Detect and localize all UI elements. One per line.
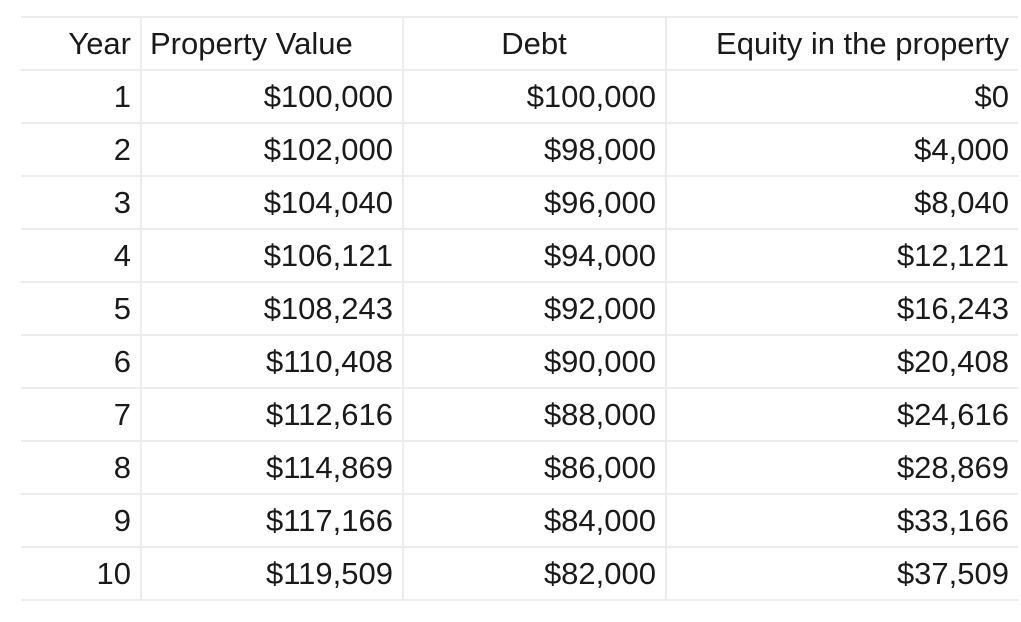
cell-equity: $12,121	[665, 229, 1018, 283]
cell-year: 5	[21, 282, 141, 336]
cell-year: 4	[21, 229, 141, 283]
cell-year: 10	[21, 547, 141, 601]
cell-year: 2	[21, 123, 141, 177]
cell-equity: $20,408	[665, 335, 1018, 389]
equity-table: Year Property Value Debt Equity in the p…	[21, 16, 1018, 601]
cell-year: 9	[21, 494, 141, 548]
header-equity: Equity in the property	[665, 16, 1018, 71]
cell-debt: $88,000	[402, 388, 666, 442]
table-body: 1 $100,000 $100,000 $0 2 $102,000 $98,000 $4,00…	[21, 70, 1018, 601]
header-property-value: Property Value	[140, 16, 403, 71]
cell-property-value: $117,166	[140, 494, 403, 548]
cell-debt: $82,000	[402, 547, 666, 601]
cell-equity: $28,869	[665, 441, 1018, 495]
cell-debt: $90,000	[402, 335, 666, 389]
table-row: 6 $110,408 $90,000 $20,408	[21, 335, 1018, 389]
cell-equity: $8,040	[665, 176, 1018, 230]
header-year: Year	[21, 16, 141, 71]
cell-property-value: $110,408	[140, 335, 403, 389]
table-row: 4 $106,121 $94,000 $12,121	[21, 229, 1018, 283]
table-row: 9 $117,166 $84,000 $33,166	[21, 494, 1018, 548]
table-row: 1 $100,000 $100,000 $0	[21, 70, 1018, 124]
cell-equity: $37,509	[665, 547, 1018, 601]
cell-debt: $92,000	[402, 282, 666, 336]
cell-equity: $0	[665, 70, 1018, 124]
cell-property-value: $112,616	[140, 388, 403, 442]
cell-year: 8	[21, 441, 141, 495]
cell-year: 6	[21, 335, 141, 389]
cell-property-value: $114,869	[140, 441, 403, 495]
cell-equity: $24,616	[665, 388, 1018, 442]
table-row: 7 $112,616 $88,000 $24,616	[21, 388, 1018, 442]
cell-debt: $84,000	[402, 494, 666, 548]
cell-property-value: $108,243	[140, 282, 403, 336]
cell-property-value: $119,509	[140, 547, 403, 601]
header-row: Year Property Value Debt Equity in the p…	[21, 16, 1018, 71]
cell-equity: $33,166	[665, 494, 1018, 548]
cell-debt: $94,000	[402, 229, 666, 283]
cell-property-value: $104,040	[140, 176, 403, 230]
cell-debt: $96,000	[402, 176, 666, 230]
cell-debt: $98,000	[402, 123, 666, 177]
header-debt: Debt	[402, 16, 666, 71]
table-row: 10 $119,509 $82,000 $37,509	[21, 547, 1018, 601]
cell-year: 1	[21, 70, 141, 124]
cell-year: 7	[21, 388, 141, 442]
cell-property-value: $106,121	[140, 229, 403, 283]
table-row: 8 $114,869 $86,000 $28,869	[21, 441, 1018, 495]
equity-table-container: Year Property Value Debt Equity in the p…	[21, 16, 1018, 601]
cell-equity: $4,000	[665, 123, 1018, 177]
cell-property-value: $102,000	[140, 123, 403, 177]
table-row: 3 $104,040 $96,000 $8,040	[21, 176, 1018, 230]
cell-equity: $16,243	[665, 282, 1018, 336]
cell-debt: $86,000	[402, 441, 666, 495]
table-row: 2 $102,000 $98,000 $4,000	[21, 123, 1018, 177]
cell-debt: $100,000	[402, 70, 666, 124]
cell-property-value: $100,000	[140, 70, 403, 124]
table-row: 5 $108,243 $92,000 $16,243	[21, 282, 1018, 336]
cell-year: 3	[21, 176, 141, 230]
